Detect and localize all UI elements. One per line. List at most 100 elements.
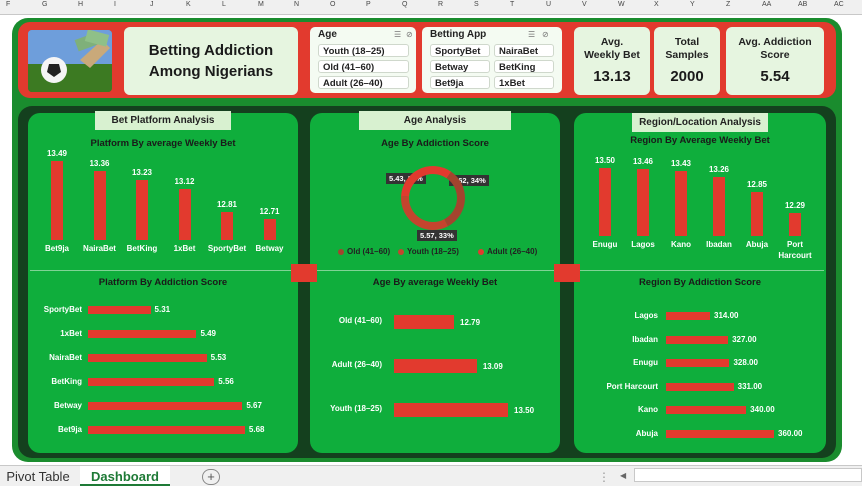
platform-panel-title: Bet Platform Analysis (95, 111, 231, 130)
chart-title: Platform By average Weekly Bet (90, 138, 236, 149)
dashboard-title: Betting Addiction Among Nigerians (124, 27, 298, 95)
app-slicer-item[interactable]: 1xBet (494, 76, 554, 89)
column-letter: AC (834, 1, 844, 8)
scroll-left-icon[interactable]: ◀ (620, 471, 627, 480)
category-label: Abuja (745, 240, 769, 249)
bar (394, 403, 508, 417)
legend-entry: Adult (26–40) (478, 247, 537, 256)
bar (88, 378, 215, 386)
column-letter: I (114, 1, 116, 8)
chart-title: Age By average Weekly Bet (372, 277, 498, 288)
data-label: 13.49 (46, 148, 68, 158)
tab-dashboard[interactable]: Dashboard (80, 466, 170, 486)
bar (666, 429, 774, 438)
betting-logo-image (28, 30, 112, 92)
data-label: 5.53 (210, 353, 227, 362)
category-label: Abuja (635, 428, 658, 438)
kpi-value: 2000 (670, 68, 704, 85)
bar (88, 354, 207, 362)
chart-title: Age By Addiction Score (381, 138, 489, 149)
kpi-total-samples: Total Samples 2000 (654, 27, 720, 95)
panel-divider (312, 270, 558, 271)
clear-filter-icon[interactable]: ⊘ (406, 30, 413, 39)
data-label: 13.12 (174, 176, 195, 186)
bar (666, 359, 730, 367)
kpi-avg-weekly-bet: Avg. Weekly Bet 13.13 (574, 27, 650, 95)
multi-select-icon[interactable]: ☰ (528, 30, 536, 39)
column-letter: X (654, 1, 659, 8)
bar (88, 306, 151, 314)
category-label: NairaBet (83, 244, 116, 253)
donut-data-label: 5.43, 33% (386, 173, 426, 184)
column-letter: U (546, 1, 552, 8)
data-label: 327.00 (732, 334, 757, 344)
app-slicer-item[interactable]: SportyBet (430, 44, 490, 57)
category-label: Port Harcourt (606, 381, 658, 391)
donut-slice (401, 195, 449, 230)
app-slicer-item[interactable]: Betway (430, 60, 490, 73)
bar (136, 180, 148, 240)
data-label: 5.68 (248, 425, 265, 434)
bar (88, 426, 245, 434)
column-letter: G (42, 1, 48, 8)
kpi-label: Avg. Weekly Bet (584, 36, 640, 61)
data-label: 13.43 (670, 158, 692, 168)
bar (93, 170, 106, 240)
age-slicer-item[interactable]: Old (41–60) (318, 60, 409, 73)
age-slicer-item[interactable]: Adult (26–40) (318, 76, 409, 89)
data-label: 12.79 (460, 318, 481, 327)
bar (713, 176, 725, 236)
tab-scroll-handle-icon[interactable]: ⋮ (598, 470, 610, 484)
data-label: 12.81 (216, 199, 238, 209)
category-label: Port Harcourt (778, 240, 812, 260)
tab-pivot-table[interactable]: Pivot Table (6, 469, 70, 484)
category-label: SportyBet (207, 244, 247, 253)
column-letter: L (222, 1, 226, 8)
category-label: SportyBet (43, 305, 82, 314)
category-label: Kano (638, 405, 658, 414)
bar (666, 382, 734, 391)
column-letter: O (330, 1, 336, 8)
data-label: 12.29 (784, 200, 806, 210)
data-label: 5.56 (218, 377, 234, 386)
age-slicer-item[interactable]: Youth (18–25) (318, 44, 409, 57)
data-label: 12.85 (746, 180, 768, 189)
data-label: 13.46 (632, 157, 654, 167)
multi-select-icon[interactable]: ☰ (394, 30, 402, 39)
app-slicer-item[interactable]: Bet9ja (430, 76, 490, 89)
category-label: NairaBet (49, 353, 82, 362)
donut-data-label: 5.57, 33% (417, 230, 457, 241)
column-letter: F (6, 1, 11, 8)
column-letter: H (78, 1, 84, 8)
column-letter: J (150, 1, 154, 8)
donut-slice (444, 171, 465, 227)
horizontal-scrollbar[interactable] (634, 468, 862, 482)
bar (666, 406, 747, 414)
bar (675, 170, 687, 236)
category-label: Bet9ja (57, 425, 82, 434)
data-label: 13.50 (594, 156, 616, 165)
region-panel (574, 113, 826, 453)
kpi-avg-addiction-score: Avg. Addiction Score 5.54 (726, 27, 824, 95)
clear-filter-icon[interactable]: ⊘ (542, 30, 549, 39)
bar (637, 169, 649, 236)
category-label: Kano (671, 240, 691, 249)
app-slicer-item[interactable]: BetKing (494, 60, 554, 73)
app-slicer-item[interactable]: NairaBet (494, 44, 554, 57)
column-letter: R (438, 1, 444, 8)
data-label: 340.00 (750, 405, 775, 414)
donut-slice (401, 166, 452, 197)
kpi-value: 13.13 (593, 68, 631, 85)
column-letter: AB (798, 1, 808, 8)
category-label: Old (41–60) (338, 316, 382, 325)
data-label: 360.00 (778, 428, 803, 438)
data-label: 13.26 (708, 164, 730, 174)
age-slicer: Age ☰ ⊘ Youth (18–25) Old (41–60) Adult … (310, 27, 416, 93)
add-sheet-icon[interactable]: + (202, 469, 220, 485)
column-letter: AA (762, 1, 772, 8)
age-addiction-donut (401, 166, 465, 230)
region-panel-title: Region/Location Analysis (632, 113, 768, 132)
legend-swatch (478, 248, 484, 255)
bar (88, 330, 197, 338)
data-label: 5.31 (154, 305, 171, 314)
